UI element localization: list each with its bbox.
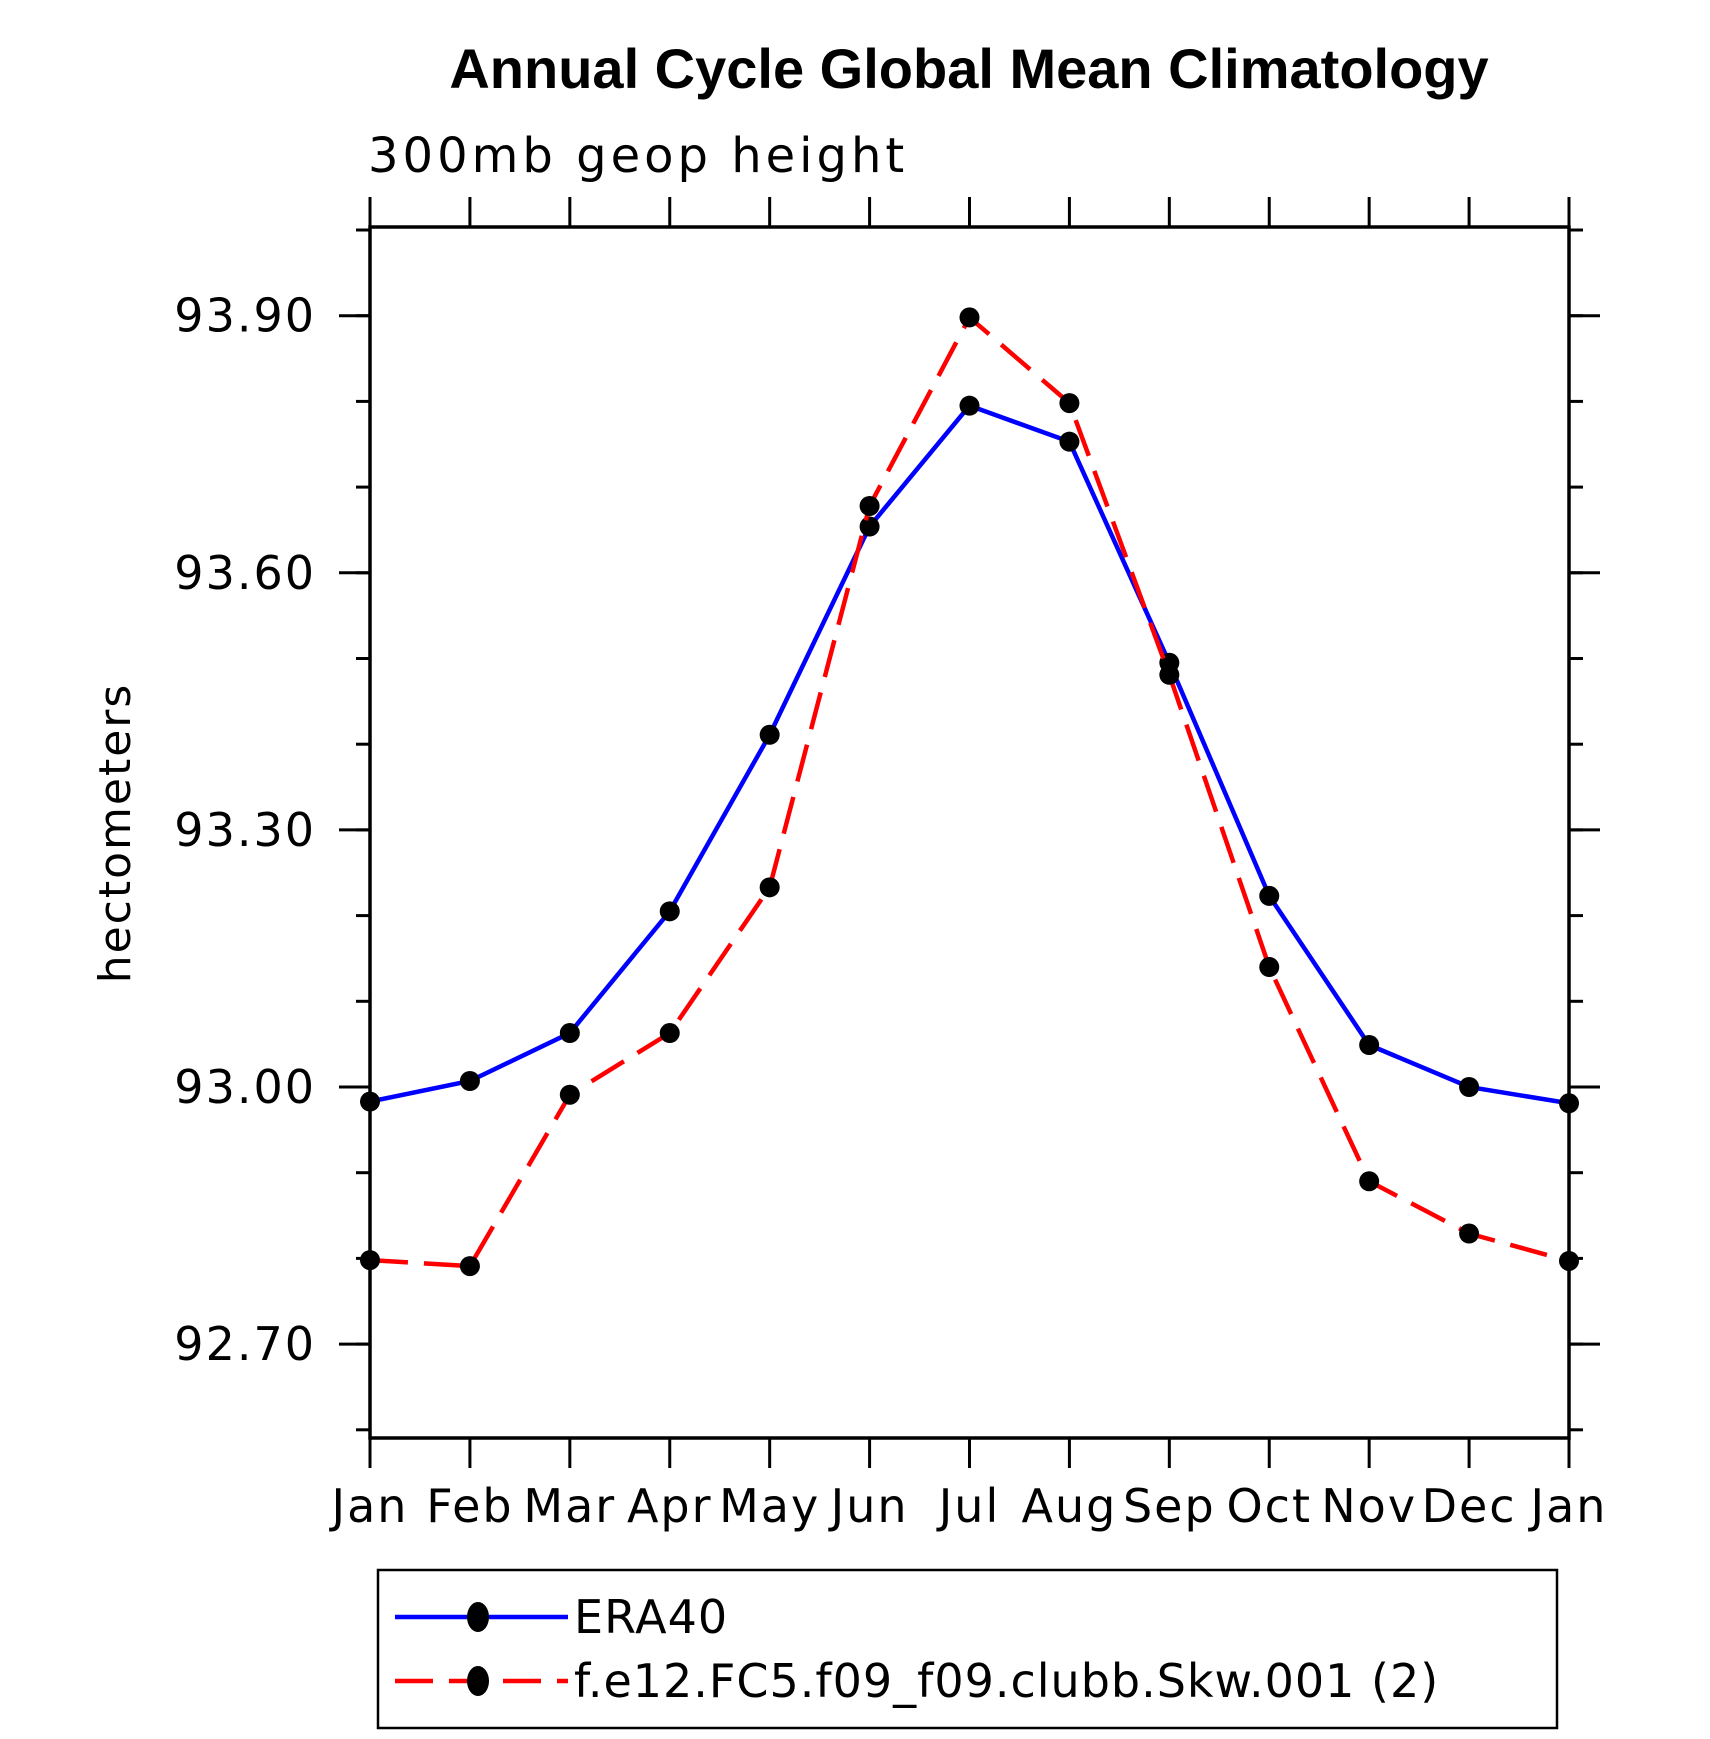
data-point-marker (1359, 1171, 1380, 1192)
month-label: Sep (1123, 1479, 1216, 1533)
data-point-marker (459, 1256, 480, 1277)
data-point-marker (1059, 431, 1080, 452)
chart-subtitle: 300mb geop height (368, 128, 908, 184)
y-tick-label: 92.70 (174, 1317, 316, 1371)
plot-frame (368, 225, 1571, 1440)
data-point-marker (759, 724, 780, 745)
month-label: Apr (627, 1479, 713, 1533)
data-point-marker (859, 495, 880, 516)
month-label: Feb (426, 1479, 513, 1533)
month-label: Mar (523, 1479, 616, 1533)
data-point-marker (559, 1084, 580, 1105)
y-tick-label: 93.00 (174, 1060, 316, 1114)
data-point-marker (1459, 1223, 1480, 1244)
data-point-marker (659, 1023, 680, 1044)
y-tick-label: 93.30 (174, 803, 316, 857)
data-point-marker (1159, 664, 1180, 685)
data-point-marker (559, 1023, 580, 1044)
month-label: Dec (1422, 1479, 1517, 1533)
month-label: Jan (329, 1479, 409, 1533)
legend: ERA40 f.e12.FC5.f09_f09.clubb.Skw.001 (2) (376, 1568, 1559, 1730)
y-axis-label: hectometers (90, 683, 141, 984)
chart-title: Annual Cycle Global Mean Climatology (449, 37, 1488, 100)
axis-tick-labels: 92.70 93.00 93.30 93.60 93.90 Jan Feb Mar Apr May… (174, 289, 1608, 1533)
y-tick-label: 93.60 (174, 546, 316, 600)
data-point-marker (1359, 1035, 1380, 1056)
legend-marker (467, 1602, 489, 1632)
legend-box (376, 1568, 1559, 1730)
data-point-marker (459, 1071, 480, 1092)
legend-label: ERA40 (574, 1590, 728, 1644)
legend-label: f.e12.FC5.f09_f09.clubb.Skw.001 (2) (574, 1654, 1439, 1708)
legend-marker (467, 1666, 489, 1696)
y-tick-label: 93.90 (174, 289, 316, 343)
month-label: Jan (1528, 1479, 1608, 1533)
month-label: Jun (828, 1479, 909, 1533)
data-point-marker (1459, 1077, 1480, 1097)
month-label: May (719, 1479, 820, 1533)
month-label: Aug (1022, 1479, 1118, 1533)
month-label: Jul (936, 1479, 1001, 1533)
data-point-marker (659, 901, 680, 922)
data-point-marker (1259, 957, 1280, 978)
data-point-marker (859, 516, 880, 537)
data-point-marker (959, 307, 980, 328)
data-point-marker (759, 877, 780, 898)
data-point-marker (1059, 393, 1080, 414)
month-label: Oct (1226, 1479, 1312, 1533)
plot-series (360, 307, 1579, 1277)
month-label: Nov (1321, 1479, 1417, 1533)
data-point-marker (1259, 885, 1280, 906)
data-point-marker (959, 395, 980, 416)
